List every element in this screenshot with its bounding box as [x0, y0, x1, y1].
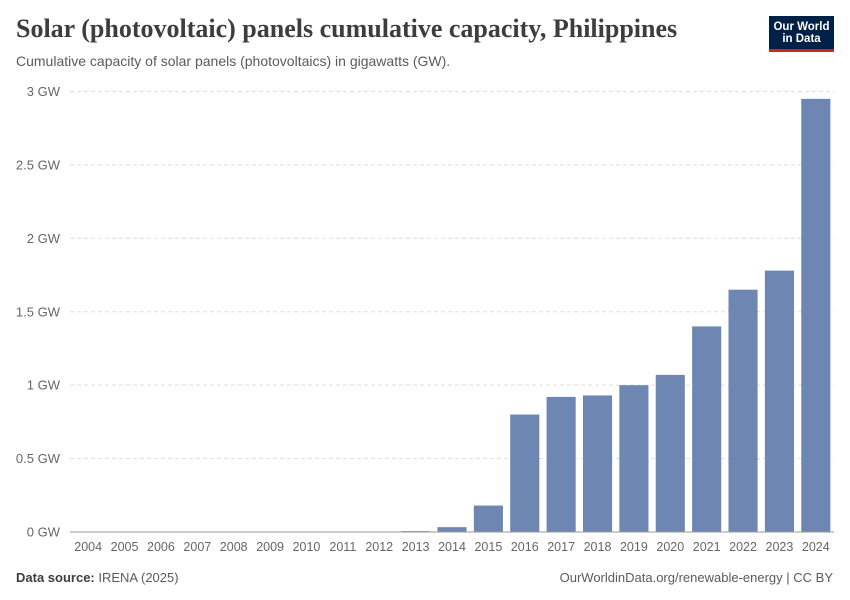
- source-link[interactable]: OurWorldinData.org/renewable-energy | CC…: [559, 570, 833, 585]
- bar: [582, 395, 613, 532]
- x-tick-label: 2012: [365, 540, 393, 554]
- x-tick-label: 2020: [656, 540, 684, 554]
- chart-subtitle: Cumulative capacity of solar panels (pho…: [16, 53, 451, 69]
- logo-line-1: Our World: [773, 21, 830, 33]
- bar: [692, 326, 722, 532]
- x-tick-label: 2009: [256, 540, 284, 554]
- y-tick-label: 3 GW: [27, 84, 61, 99]
- x-tick-label: 2007: [183, 540, 211, 554]
- x-tick-label: 2022: [729, 540, 757, 554]
- bar: [437, 527, 467, 532]
- bar: [655, 374, 685, 532]
- bar: [510, 414, 540, 532]
- x-tick-label: 2004: [74, 540, 102, 554]
- x-tick-label: 2013: [402, 540, 430, 554]
- bar: [764, 270, 794, 532]
- y-tick-label: 2 GW: [27, 231, 61, 246]
- bar: [801, 98, 831, 532]
- x-tick-label: 2024: [802, 540, 830, 554]
- bar: [546, 396, 576, 532]
- x-tick-label: 2010: [293, 540, 321, 554]
- logo-line-2: in Data: [782, 33, 821, 45]
- x-tick-label: 2019: [620, 540, 648, 554]
- chart-title: Solar (photovoltaic) panels cumulative c…: [16, 14, 678, 43]
- owid-logo[interactable]: Our World in Data: [769, 16, 834, 52]
- data-source-value: IRENA (2025): [98, 570, 179, 585]
- y-tick-label: 0.5 GW: [16, 451, 61, 466]
- x-tick-label: 2023: [766, 540, 794, 554]
- x-tick-label: 2008: [220, 540, 248, 554]
- y-tick-label: 1.5 GW: [16, 304, 61, 319]
- bar: [473, 505, 503, 532]
- bar: [728, 289, 758, 532]
- x-tick-label: 2015: [474, 540, 502, 554]
- y-tick-label: 2.5 GW: [16, 157, 61, 172]
- bar: [619, 385, 649, 532]
- y-tick-label: 1 GW: [27, 378, 61, 393]
- x-tick-label: 2014: [438, 540, 466, 554]
- data-source-label: Data source:: [16, 570, 95, 585]
- x-tick-label: 2006: [147, 540, 175, 554]
- data-source: Data source: IRENA (2025): [16, 570, 179, 585]
- y-tick-label: 0 GW: [27, 525, 61, 540]
- x-tick-label: 2021: [693, 540, 721, 554]
- x-tick-label: 2005: [111, 540, 139, 554]
- x-tick-label: 2017: [547, 540, 575, 554]
- x-tick-label: 2016: [511, 540, 539, 554]
- x-tick-label: 2018: [584, 540, 612, 554]
- x-tick-label: 2011: [329, 540, 356, 554]
